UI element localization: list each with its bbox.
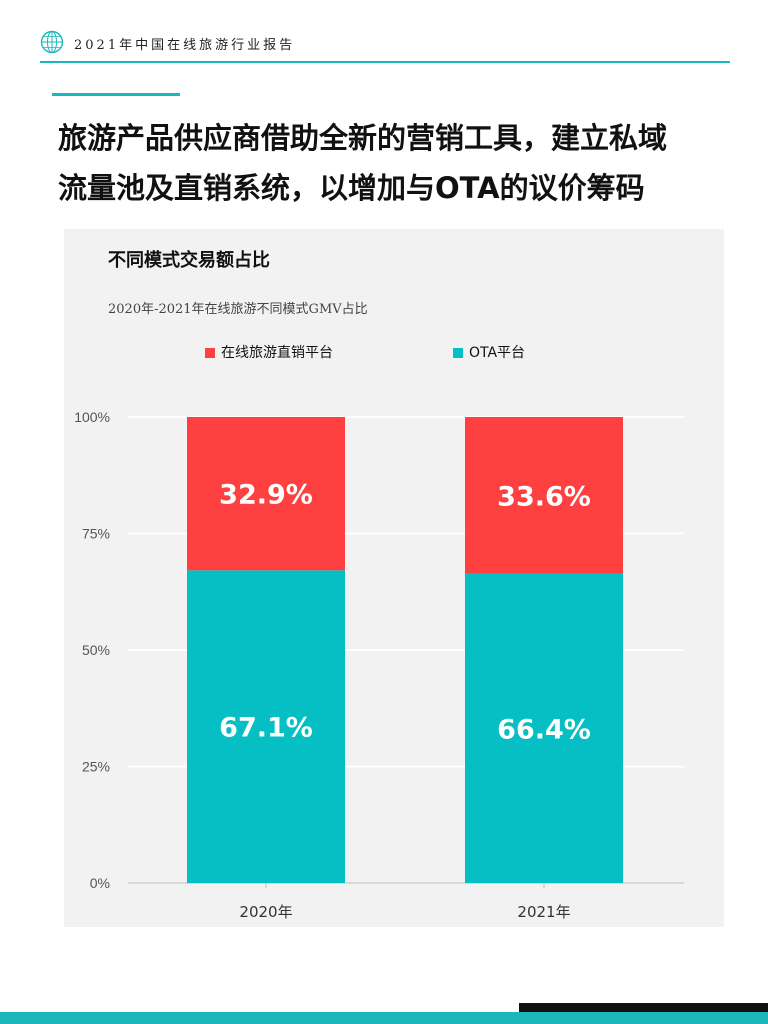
page-title-line-2: 流量池及直销系统，以增加与OTA的议价筹码 — [58, 171, 645, 205]
legend-item-ota: OTA平台 — [453, 342, 525, 362]
bar-segment — [465, 417, 623, 574]
page-title-line-1: 旅游产品供应商借助全新的营销工具，建立私域 — [58, 121, 668, 155]
x-tick-label: 2021年 — [517, 903, 570, 921]
data-label: 33.6% — [497, 481, 591, 512]
data-label: 66.4% — [497, 714, 591, 745]
bar-segment — [465, 573, 623, 883]
bar-segment — [187, 417, 345, 571]
y-tick-label: 75% — [82, 526, 110, 542]
y-tick-label: 50% — [82, 642, 110, 658]
title-accent-line — [52, 93, 180, 96]
header-divider — [40, 61, 730, 63]
chart-subtitle: 2020年-2021年在线旅游不同模式GMV占比 — [108, 302, 368, 317]
legend-item-direct: 在线旅游直销平台 — [205, 342, 333, 362]
x-tick-label: 2020年 — [239, 903, 292, 921]
legend-swatch-direct — [205, 348, 215, 358]
legend-label-direct: 在线旅游直销平台 — [221, 345, 333, 361]
chart-heading: 不同模式交易额占比 — [108, 250, 270, 271]
footer-teal-bar — [0, 1012, 768, 1024]
y-tick-label: 100% — [74, 409, 110, 425]
footer-dark-bar — [519, 1003, 768, 1012]
globe-icon — [40, 30, 64, 54]
data-label: 32.9% — [219, 480, 313, 511]
y-tick-label: 25% — [82, 759, 110, 775]
report-header: 2021年中国在线旅游行业报告 — [40, 28, 730, 64]
legend-label-ota: OTA平台 — [469, 345, 526, 361]
legend-swatch-ota — [453, 348, 463, 358]
report-header-title: 2021年中国在线旅游行业报告 — [74, 38, 296, 53]
bar-segment — [187, 570, 345, 883]
data-label: 67.1% — [219, 713, 313, 744]
y-tick-label: 0% — [90, 875, 110, 891]
page-title: 旅游产品供应商借助全新的营销工具，建立私域 流量池及直销系统，以增加与OTA的议… — [58, 113, 738, 213]
